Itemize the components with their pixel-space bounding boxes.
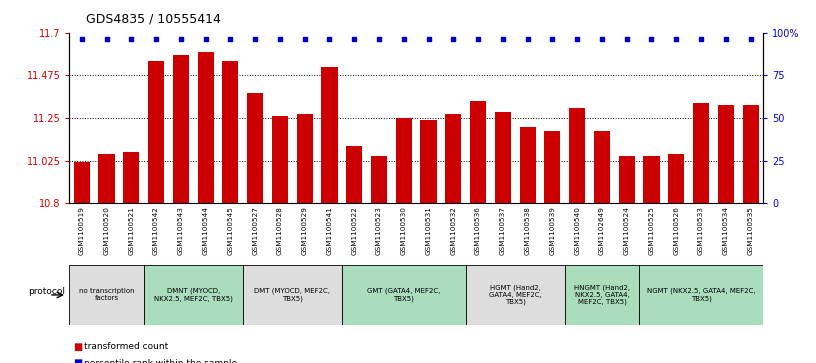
Point bbox=[496, 36, 509, 41]
Point bbox=[596, 36, 609, 41]
Bar bbox=[247, 93, 264, 203]
Text: DMT (MYOCD, MEF2C,
TBX5): DMT (MYOCD, MEF2C, TBX5) bbox=[255, 288, 330, 302]
Bar bbox=[470, 101, 486, 203]
Bar bbox=[644, 156, 659, 203]
Bar bbox=[396, 118, 412, 203]
Bar bbox=[73, 162, 90, 203]
Bar bbox=[565, 265, 639, 325]
Bar bbox=[99, 154, 114, 203]
Point bbox=[149, 36, 162, 41]
Point bbox=[397, 36, 410, 41]
Bar bbox=[544, 131, 561, 203]
Point bbox=[224, 36, 237, 41]
Bar bbox=[243, 265, 342, 325]
Bar bbox=[494, 112, 511, 203]
Bar bbox=[466, 265, 565, 325]
Point bbox=[75, 36, 88, 41]
Text: protocol: protocol bbox=[29, 287, 65, 296]
Point bbox=[298, 36, 311, 41]
Bar bbox=[144, 265, 243, 325]
Point bbox=[348, 36, 361, 41]
Bar bbox=[446, 114, 461, 203]
Point bbox=[422, 36, 435, 41]
Bar bbox=[743, 105, 759, 203]
Point bbox=[521, 36, 534, 41]
Text: transformed count: transformed count bbox=[84, 342, 168, 351]
Bar bbox=[173, 56, 188, 203]
Point bbox=[447, 36, 460, 41]
Bar bbox=[718, 105, 734, 203]
Bar bbox=[346, 146, 362, 203]
Point bbox=[744, 36, 757, 41]
Point bbox=[546, 36, 559, 41]
Point bbox=[249, 36, 262, 41]
Point bbox=[273, 36, 286, 41]
Point bbox=[125, 36, 138, 41]
Point bbox=[620, 36, 633, 41]
Bar bbox=[639, 265, 763, 325]
Text: NGMT (NKX2.5, GATA4, MEF2C,
TBX5): NGMT (NKX2.5, GATA4, MEF2C, TBX5) bbox=[647, 288, 756, 302]
Point bbox=[570, 36, 583, 41]
Text: HGMT (Hand2,
GATA4, MEF2C,
TBX5): HGMT (Hand2, GATA4, MEF2C, TBX5) bbox=[489, 285, 542, 305]
Bar bbox=[272, 116, 288, 203]
Text: GMT (GATA4, MEF2C,
TBX5): GMT (GATA4, MEF2C, TBX5) bbox=[367, 288, 441, 302]
Point bbox=[372, 36, 385, 41]
Point bbox=[199, 36, 212, 41]
Point bbox=[670, 36, 683, 41]
Text: HNGMT (Hand2,
NKX2.5, GATA4,
MEF2C, TBX5): HNGMT (Hand2, NKX2.5, GATA4, MEF2C, TBX5… bbox=[574, 285, 630, 305]
Bar bbox=[342, 265, 466, 325]
Text: ■: ■ bbox=[73, 358, 82, 363]
Bar bbox=[197, 52, 214, 203]
Point bbox=[175, 36, 188, 41]
Bar bbox=[668, 154, 685, 203]
Bar bbox=[693, 103, 709, 203]
Bar bbox=[569, 109, 585, 203]
Bar bbox=[520, 127, 535, 203]
Bar bbox=[297, 114, 313, 203]
Point bbox=[694, 36, 707, 41]
Point bbox=[645, 36, 658, 41]
Text: DMNT (MYOCD,
NKX2.5, MEF2C, TBX5): DMNT (MYOCD, NKX2.5, MEF2C, TBX5) bbox=[153, 288, 233, 302]
Text: GDS4835 / 10555414: GDS4835 / 10555414 bbox=[86, 12, 220, 25]
Bar bbox=[222, 61, 238, 203]
Text: no transcription
factors: no transcription factors bbox=[78, 289, 135, 301]
Bar bbox=[594, 131, 610, 203]
Bar bbox=[420, 120, 437, 203]
Bar bbox=[371, 156, 387, 203]
Bar bbox=[123, 152, 140, 203]
Point bbox=[719, 36, 732, 41]
Text: ■: ■ bbox=[73, 342, 82, 352]
Bar bbox=[322, 67, 338, 203]
Point bbox=[100, 36, 113, 41]
Text: percentile rank within the sample: percentile rank within the sample bbox=[84, 359, 237, 363]
Bar bbox=[148, 61, 164, 203]
Bar bbox=[69, 265, 144, 325]
Point bbox=[472, 36, 485, 41]
Bar bbox=[619, 156, 635, 203]
Point bbox=[323, 36, 336, 41]
